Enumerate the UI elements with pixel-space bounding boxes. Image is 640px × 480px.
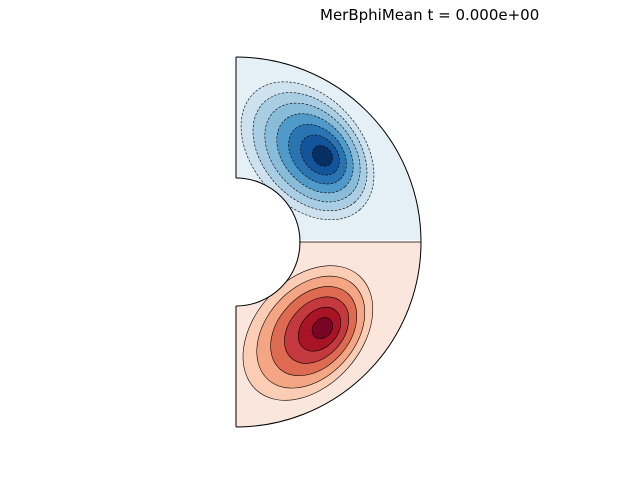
northern-hemisphere-contours [236, 57, 421, 240]
plot-title: MerBphiMean t = 0.000e+00 [320, 6, 540, 24]
north-group-contour-level-7 [312, 145, 333, 167]
south-group-contour-level-6 [311, 317, 334, 340]
southern-hemisphere-contours [236, 242, 421, 427]
